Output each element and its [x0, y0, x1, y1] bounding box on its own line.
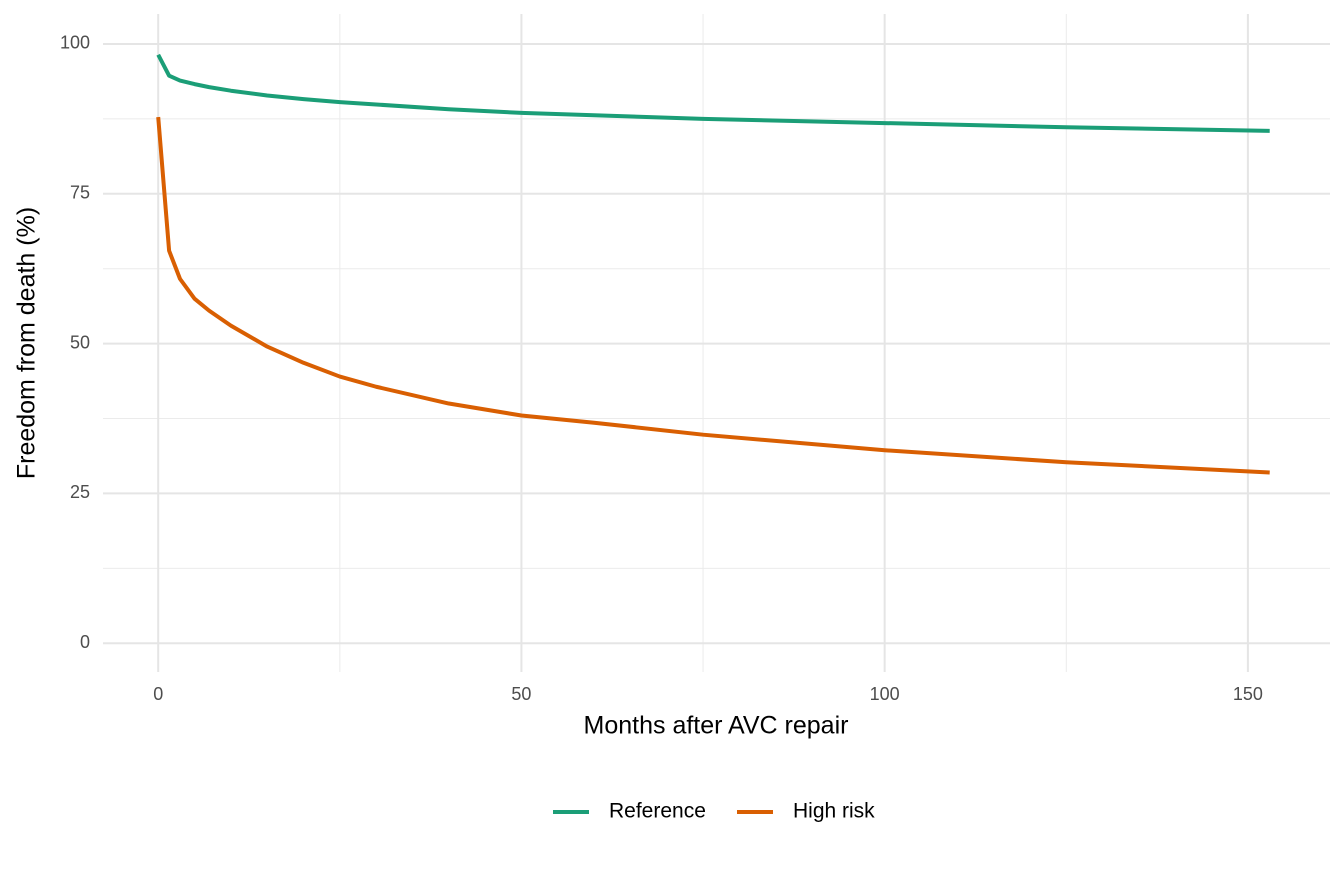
legend-label: High risk	[793, 800, 875, 823]
legend-label: Reference	[609, 800, 706, 823]
y-tick-label: 50	[70, 332, 90, 352]
y-axis-title: Freedom from death (%)	[13, 207, 41, 479]
y-tick-label: 0	[80, 632, 90, 652]
y-tick-label: 100	[60, 33, 90, 53]
y-tick-label: 75	[70, 183, 90, 203]
x-tick-label: 50	[511, 684, 531, 704]
x-tick-label: 0	[153, 684, 163, 704]
series-line	[156, 116, 1270, 475]
x-axis-title: Months after AVC repair	[584, 712, 849, 740]
series-line	[156, 53, 1270, 133]
x-tick-label: 150	[1233, 684, 1263, 704]
x-tick-label: 100	[870, 684, 900, 704]
y-tick-label: 25	[70, 482, 90, 502]
